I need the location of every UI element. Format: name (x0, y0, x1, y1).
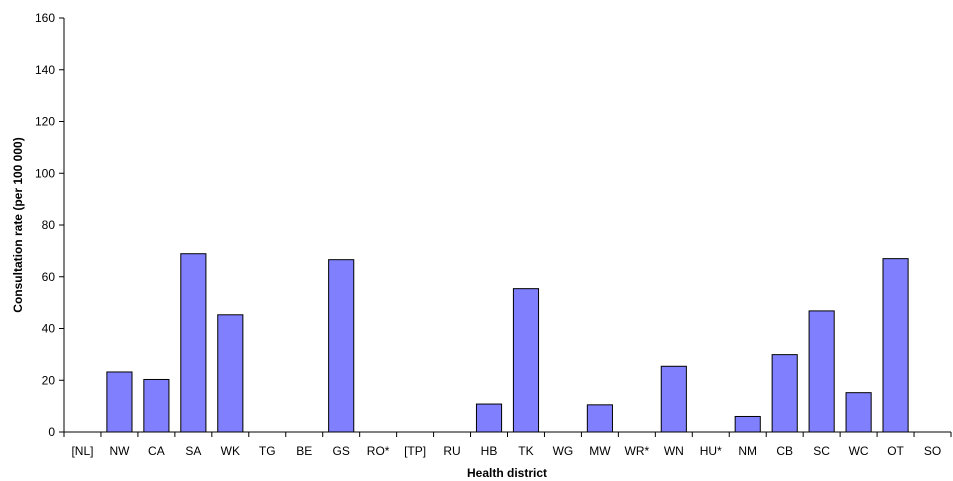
x-tick-label: [NL] (71, 444, 93, 458)
bar-tk (512, 288, 540, 433)
x-tick-label: SO (924, 444, 941, 458)
x-tick-label: TG (259, 444, 276, 458)
x-tick-label: WR* (625, 444, 650, 458)
x-tick-label: SC (813, 444, 830, 458)
x-tick-label: CA (148, 444, 165, 458)
x-ticks-group: [NL] NW CA SA WK TG BE GS RO* [TP] RU HB TK WG MW WR* WN… (63, 432, 952, 458)
x-tick-label: HU* (700, 444, 722, 458)
x-axis-title: Health district (467, 466, 547, 480)
x-tick-label: NW (109, 444, 130, 458)
bar-wk (217, 314, 244, 433)
x-tick-label: WK (221, 444, 240, 458)
y-tick-label: 20 (42, 373, 56, 387)
y-tick-label: 140 (35, 63, 55, 77)
y-tick-label: 160 (35, 11, 55, 25)
x-tick-label: WN (664, 444, 684, 458)
bar-gs (328, 259, 355, 433)
x-tick-label: MW (589, 444, 611, 458)
x-tick-label: [TP] (404, 444, 426, 458)
x-tick-label: OT (887, 444, 904, 458)
y-tick-label: 60 (42, 270, 56, 284)
y-tick-label: 40 (42, 322, 56, 336)
y-tick-label: 120 (35, 115, 55, 129)
bar-ca (143, 378, 170, 433)
y-ticks-group: 0 20 40 60 80 100 120 140 160 (35, 11, 64, 439)
bar-hb (475, 403, 503, 433)
bar-mw (586, 404, 613, 433)
x-tick-label: TK (518, 444, 533, 458)
y-tick-label: 80 (42, 218, 56, 232)
x-tick-label: NM (738, 444, 757, 458)
bars-group (106, 253, 909, 433)
bar-nw (106, 371, 133, 433)
bar-wc (845, 392, 872, 433)
x-tick-label: WC (849, 444, 869, 458)
bar-wn (660, 365, 687, 433)
y-axis-title: Consultation rate (per 100 000) (11, 137, 25, 312)
x-tick-label: SA (185, 444, 201, 458)
bar-ot (882, 258, 909, 433)
bar-cb (771, 354, 798, 433)
bar-sa (180, 253, 207, 433)
x-tick-label: GS (333, 444, 350, 458)
bar-sc (808, 310, 835, 433)
y-tick-label: 0 (48, 425, 55, 439)
x-tick-label: RU (443, 444, 460, 458)
x-tick-label: CB (776, 444, 793, 458)
bar-nm (734, 415, 761, 433)
x-tick-label: RO* (367, 444, 390, 458)
x-tick-label: WG (553, 444, 574, 458)
x-tick-label: BE (296, 444, 312, 458)
x-tick-label: HB (481, 444, 498, 458)
y-tick-label: 100 (35, 166, 55, 180)
